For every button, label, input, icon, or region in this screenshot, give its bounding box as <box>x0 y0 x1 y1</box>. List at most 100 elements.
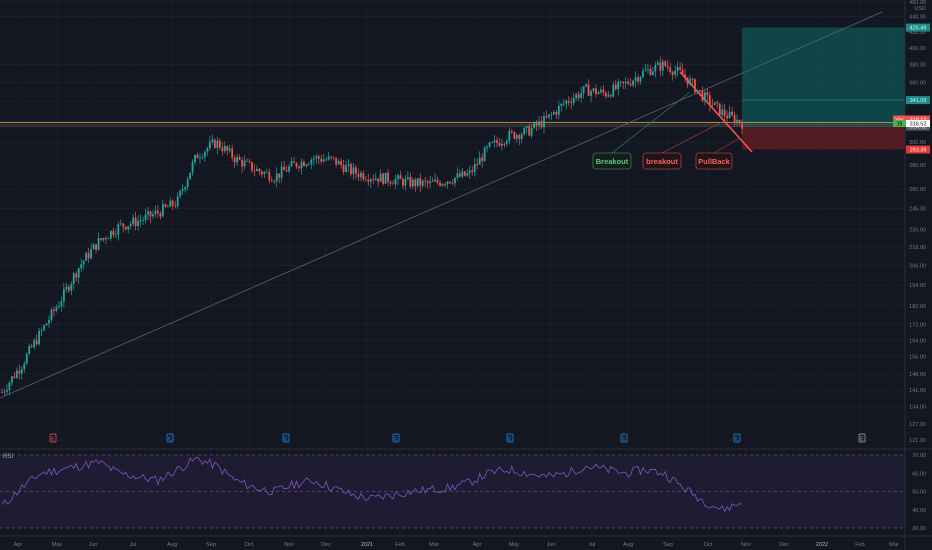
candle-body <box>627 81 630 84</box>
candle-body <box>33 340 36 348</box>
candle-body <box>134 217 137 227</box>
time-tick-label: 2022 <box>816 542 828 548</box>
last-price-tag[interactable] <box>906 119 930 127</box>
candle-body <box>65 286 68 289</box>
candle-body <box>43 325 45 331</box>
candle-body <box>728 111 731 119</box>
candle-body <box>6 389 8 392</box>
candle-body <box>691 78 694 80</box>
candle-body <box>686 77 689 85</box>
target-zone[interactable] <box>742 27 905 127</box>
candle-body <box>518 135 521 140</box>
current-price-tag[interactable] <box>906 115 930 124</box>
candle-body <box>62 288 65 302</box>
candle-body <box>278 173 281 178</box>
candle-body <box>597 92 600 95</box>
candle-body <box>154 210 157 215</box>
candle-body <box>238 157 241 160</box>
candle-body <box>251 162 253 171</box>
candle-body <box>270 180 273 182</box>
candle-body <box>312 158 315 160</box>
candle-body <box>409 176 412 187</box>
candle-body <box>708 95 711 105</box>
earnings-marker[interactable] <box>733 433 741 443</box>
candle-body <box>451 182 454 184</box>
candle-body <box>639 77 642 82</box>
time-tick-label: Jul <box>129 542 136 548</box>
price-tick-label: 141.00 <box>909 388 926 394</box>
candle-body <box>367 179 370 182</box>
earnings-marker[interactable] <box>49 433 57 443</box>
candle-body <box>731 111 734 116</box>
earnings-marker[interactable] <box>620 433 628 443</box>
earnings-marker[interactable] <box>392 433 400 443</box>
risk-reward-zones[interactable] <box>742 27 905 150</box>
candle-body <box>23 363 26 369</box>
descending-trendline[interactable] <box>679 71 753 153</box>
candle-body <box>248 160 251 163</box>
time-axis[interactable]: Apr May Jun Jul Aug Sep Oct Nov Dec 2021 Feb Mar Apr… <box>0 535 932 548</box>
candle-body <box>221 147 224 152</box>
candle-body <box>70 283 73 291</box>
price-tick-label: 121.00 <box>909 438 926 444</box>
candle-body <box>602 89 605 93</box>
candle-body <box>726 115 729 119</box>
candle-body <box>632 80 635 86</box>
candle-body <box>431 181 434 183</box>
candle-body <box>330 156 333 158</box>
candle-body <box>478 157 481 165</box>
earnings-marker-future[interactable] <box>858 433 866 443</box>
candle-body <box>498 142 501 146</box>
candle-body <box>394 179 397 185</box>
candle-body <box>421 180 424 186</box>
candle-body <box>454 177 456 184</box>
candle-body <box>587 84 590 96</box>
rsi-tick-label: 30.00 <box>912 526 926 532</box>
trend-lines[interactable] <box>0 11 905 399</box>
candle-body <box>468 170 471 174</box>
time-tick-label: Feb <box>395 542 404 548</box>
candle-body <box>696 90 699 93</box>
rsi-pane[interactable]: RSI 70.00 60.00 50.00 40.00 30.00 <box>0 448 932 532</box>
candle-body <box>723 109 726 116</box>
price-tick-label: 380.00 <box>909 63 926 69</box>
candle-body <box>30 346 33 348</box>
target-price-tag[interactable] <box>906 23 930 32</box>
candle-body <box>652 71 654 76</box>
symbol-tag[interactable] <box>893 115 906 124</box>
ascending-trendline[interactable] <box>0 11 883 399</box>
candle-body <box>741 123 743 129</box>
candle-body <box>290 161 293 167</box>
candle-body <box>152 214 154 217</box>
breakout-green-box[interactable] <box>592 152 632 170</box>
candle-body <box>288 166 290 172</box>
stop-price-tag[interactable] <box>906 145 930 154</box>
candle-body <box>570 102 573 104</box>
time-tick-label: May <box>52 542 63 548</box>
candle-body <box>53 309 55 311</box>
candle-body <box>582 86 585 94</box>
candle-body <box>208 142 211 149</box>
price-axis[interactable]: 460.00440.00420.00400.00380.00360.00340.… <box>893 0 930 550</box>
candle-body <box>689 78 691 85</box>
mid-price-tag[interactable] <box>906 96 930 105</box>
time-tick-label: Nov <box>284 542 294 548</box>
candle-body <box>298 166 300 169</box>
pullback-box[interactable] <box>695 152 733 170</box>
earnings-marker[interactable] <box>166 433 174 443</box>
candle-body <box>644 69 647 71</box>
countdown-tag-label: 19 <box>897 121 903 127</box>
countdown-tag[interactable] <box>893 119 906 127</box>
candle-body <box>142 219 144 221</box>
candle-body <box>231 148 234 158</box>
stop-zone[interactable] <box>742 126 905 150</box>
earnings-marker[interactable] <box>282 433 290 443</box>
earnings-marker[interactable] <box>506 433 514 443</box>
breakout-green-label: Breakout <box>596 157 629 166</box>
breakout-red-box[interactable] <box>642 152 682 170</box>
price-tick-label: 164.00 <box>909 338 926 344</box>
annotations[interactable]: Breakout breakout PullBack <box>592 91 741 170</box>
candle-body <box>310 159 313 165</box>
